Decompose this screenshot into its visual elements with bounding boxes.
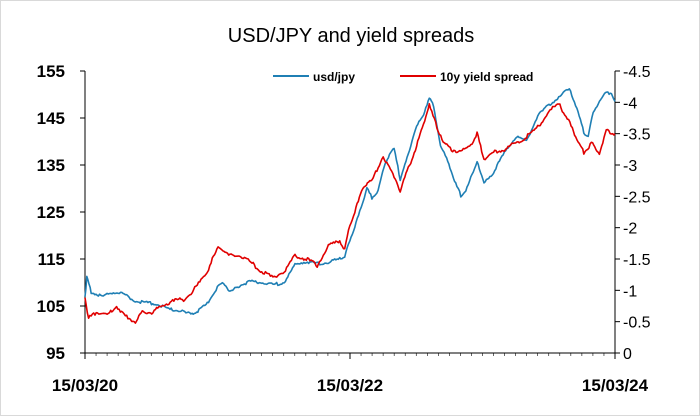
series-line-yield-spread: [84, 103, 616, 324]
legend: usd/jpy 10y yield spread: [273, 70, 533, 84]
x-axis: 15/03/20 15/03/22 15/03/24: [52, 352, 649, 395]
right-tick-label: -4.5: [623, 64, 651, 81]
x-tick-label: 15/03/20: [52, 376, 118, 395]
left-tick-label: 135: [37, 156, 65, 175]
left-tick-label: 115: [38, 250, 65, 269]
chart-title: USD/JPY and yield spreads: [228, 25, 474, 47]
right-tick-label: -2: [623, 221, 637, 238]
right-tick-label: -1: [623, 283, 637, 300]
right-tick-label: -3.5: [623, 127, 651, 144]
right-y-axis: 0 -0.5 -1 -1.5 -2 -2.5 -3 -3.5 -4 -4.5: [614, 64, 651, 363]
series-layer: [84, 88, 616, 324]
left-tick-label: 145: [37, 109, 65, 128]
right-tick-label: -2.5: [623, 189, 651, 206]
left-tick-label: 95: [46, 344, 65, 363]
right-tick-label: 0: [623, 346, 632, 363]
left-tick-label: 125: [37, 203, 65, 222]
legend-label: 10y yield spread: [440, 70, 533, 84]
right-tick-label: -4: [623, 95, 637, 112]
left-y-axis: 95 105 115 125 135 145 155: [37, 62, 86, 363]
x-tick-label: 15/03/22: [317, 376, 383, 395]
right-tick-label: -1.5: [623, 252, 651, 269]
series-line-usd-jpy: [84, 88, 616, 316]
right-tick-label: -3: [623, 158, 637, 175]
right-tick-label: -0.5: [623, 315, 651, 332]
legend-label: usd/jpy: [313, 70, 355, 84]
x-tick-label: 15/03/24: [582, 376, 649, 395]
left-tick-label: 105: [37, 297, 65, 316]
left-tick-label: 155: [37, 62, 65, 81]
